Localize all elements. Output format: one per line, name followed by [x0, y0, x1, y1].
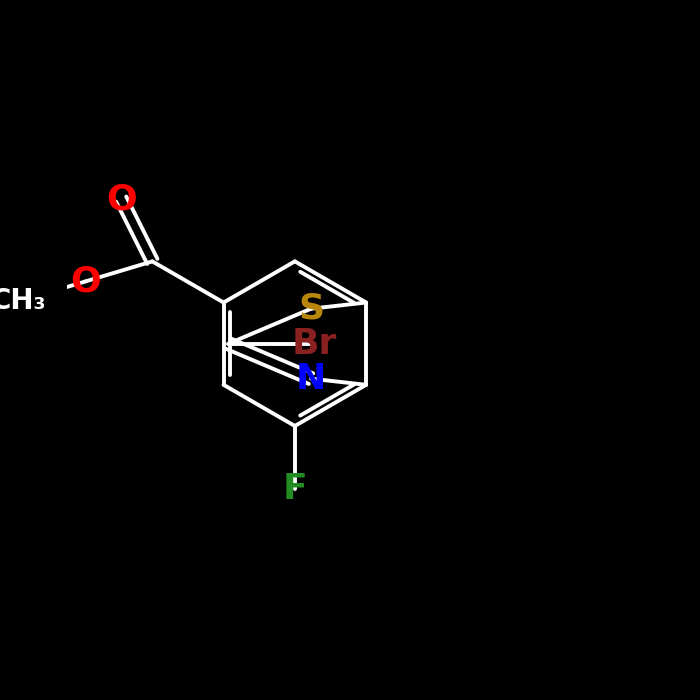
Text: CH₃: CH₃	[0, 288, 47, 316]
Text: N: N	[296, 362, 326, 396]
Text: S: S	[298, 292, 324, 326]
Text: O: O	[70, 265, 101, 298]
Text: F: F	[283, 473, 307, 506]
Text: Br: Br	[291, 327, 337, 360]
Text: O: O	[106, 182, 136, 216]
